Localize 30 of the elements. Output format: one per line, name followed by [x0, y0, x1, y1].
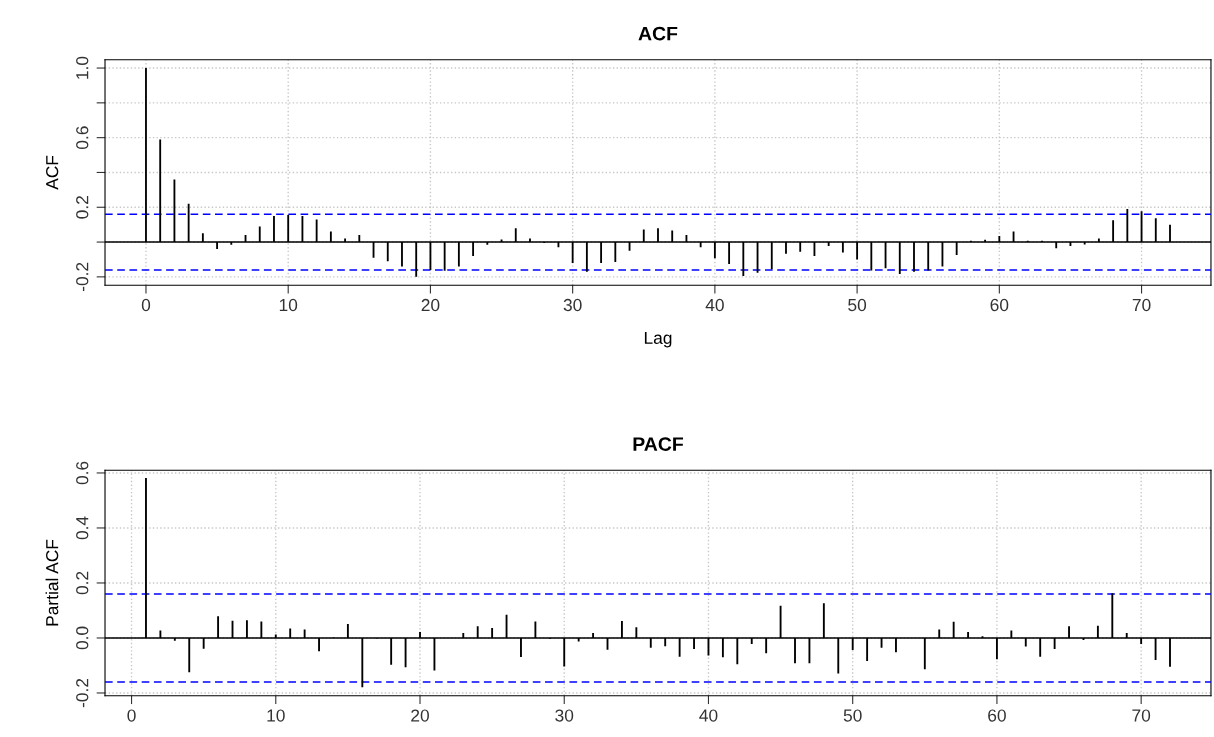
y-tick-label: 0.6 — [76, 461, 89, 485]
x-tick-label: 20 — [411, 709, 429, 722]
x-tick-label: 10 — [267, 709, 285, 722]
y-tick-label: 0.4 — [76, 516, 89, 540]
y-tick-label: 0.2 — [76, 196, 89, 219]
y-axis-title: Partial ACF — [45, 539, 59, 626]
x-tick-label: 40 — [699, 709, 718, 722]
x-tick-label: 30 — [563, 298, 582, 312]
y-tick-label: 0.2 — [76, 571, 89, 595]
x-tick-label: 40 — [705, 298, 724, 312]
y-tick-label: -0.2 — [76, 262, 89, 292]
x-tick-label: 70 — [1132, 298, 1151, 312]
x-tick-label: 10 — [279, 298, 298, 312]
x-tick-label: 50 — [843, 709, 862, 722]
x-tick-label: 50 — [848, 298, 867, 312]
chart-title: ACF — [638, 26, 678, 41]
y-tick-label: 1.0 — [76, 56, 89, 79]
chart-title: PACF — [633, 437, 684, 451]
y-tick-label: -0.2 — [76, 678, 89, 708]
x-tick-label: 70 — [1132, 709, 1151, 722]
x-tick-label: 0 — [141, 298, 151, 312]
y-axis-title: ACF — [46, 155, 59, 190]
x-tick-label: 0 — [127, 709, 136, 722]
y-tick-label: 0.0 — [76, 626, 89, 650]
x-tick-label: 60 — [988, 709, 1006, 722]
x-tick-label: 20 — [421, 298, 440, 312]
x-tick-label: 60 — [990, 298, 1009, 312]
x-axis-title: Lag — [644, 331, 672, 348]
x-tick-label: 30 — [555, 709, 574, 722]
y-tick-label: 0.6 — [76, 126, 89, 150]
